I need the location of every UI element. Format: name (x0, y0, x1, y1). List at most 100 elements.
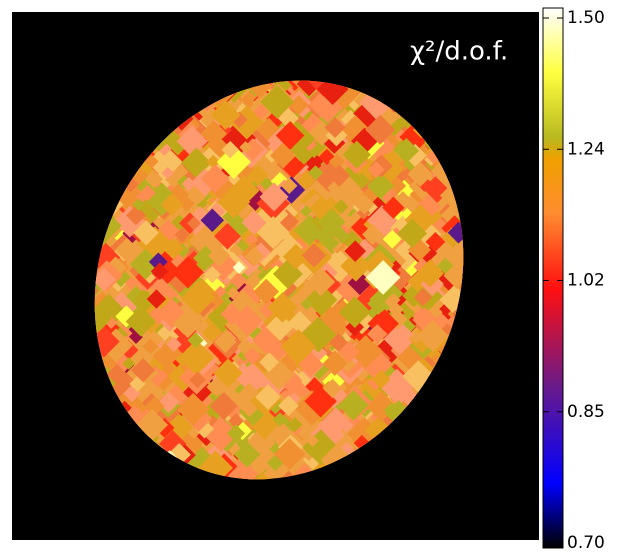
map-cell (350, 212, 380, 242)
map-cell (139, 184, 156, 202)
map-cell (340, 250, 372, 282)
map-cell (403, 143, 427, 168)
map-cell (187, 187, 206, 206)
map-cell (226, 424, 246, 443)
map-cell (342, 140, 371, 169)
map-cell (207, 244, 231, 267)
map-cell (255, 384, 281, 410)
map-cell (328, 164, 351, 187)
map-cell (338, 389, 369, 421)
map-cell (229, 271, 248, 290)
map-cell (187, 332, 204, 349)
map-cell (193, 245, 219, 271)
map-cell (157, 391, 180, 414)
map-cell (233, 441, 261, 468)
map-cell (327, 171, 362, 205)
map-cell (160, 192, 184, 217)
map-cell (416, 175, 433, 192)
map-cell (306, 267, 336, 297)
map-cell (333, 429, 353, 449)
map-cell (220, 303, 243, 326)
map-cell (353, 364, 371, 382)
map-cell (409, 330, 423, 344)
map-cell (194, 419, 215, 439)
map-cell (338, 114, 372, 149)
map-cell (353, 172, 371, 190)
map-cell (382, 174, 407, 198)
colorbar-tick-label: 1.50 (567, 8, 605, 28)
colorbar-tick-label: 0.70 (567, 533, 605, 552)
map-cell (334, 271, 368, 305)
map-cell (274, 209, 299, 234)
map-cell (415, 259, 444, 288)
map-cell (228, 413, 244, 429)
map-cell (188, 224, 224, 259)
colorbar-tick-label: 0.85 (567, 402, 605, 422)
map-cell (316, 73, 349, 106)
map-cell (265, 312, 294, 342)
map-cell (354, 194, 375, 215)
map-cell (144, 154, 159, 169)
map-cell (144, 170, 163, 189)
map-cell (365, 260, 401, 295)
map-cell (367, 161, 385, 179)
map-cell (133, 220, 159, 246)
map-cell (272, 412, 288, 427)
map-cell (167, 442, 191, 467)
map-cell (287, 417, 303, 433)
map-cell (344, 240, 367, 262)
map-cell (241, 210, 267, 235)
colorbar-tick-label: 1.02 (567, 271, 605, 291)
map-cell (147, 401, 176, 431)
map-cell (171, 256, 205, 289)
map-cell (206, 154, 221, 169)
map-cell (321, 350, 348, 376)
map-cell (288, 94, 309, 116)
map-cell (247, 164, 269, 186)
map-cell (137, 226, 173, 261)
map-cell (161, 166, 174, 179)
map-cell (425, 232, 446, 252)
map-cell (416, 319, 449, 352)
map-cell (273, 438, 306, 470)
map-cell (175, 427, 205, 457)
map-cell (130, 358, 156, 383)
map-cell (441, 227, 462, 248)
map-cell (386, 308, 408, 330)
map-cell (132, 198, 145, 211)
map-cell (124, 276, 138, 290)
map-cell (209, 391, 238, 421)
map-cell (166, 336, 182, 353)
map-cell (256, 215, 290, 250)
map-cell (364, 414, 397, 447)
map-cell (216, 144, 251, 180)
map-cell (349, 277, 385, 314)
map-cell (146, 289, 167, 309)
map-cell (280, 377, 313, 411)
map-cell (245, 233, 259, 247)
map-cell (300, 204, 313, 218)
map-cell (407, 238, 431, 262)
map-cell (280, 329, 317, 365)
map-cell (232, 261, 246, 274)
map-cell (214, 222, 241, 250)
map-cell (200, 120, 228, 147)
map-cell (214, 285, 227, 298)
map-cell (162, 238, 184, 260)
map-cell (206, 376, 228, 398)
map-cell (338, 296, 371, 328)
map-cell (294, 214, 326, 246)
map-cell (243, 347, 262, 366)
map-cell (322, 378, 343, 399)
map-cell (348, 334, 383, 369)
colorbar (542, 7, 564, 549)
map-cell (425, 147, 443, 165)
map-cell (281, 177, 298, 194)
map-cell (176, 392, 210, 426)
map-cell (189, 371, 206, 389)
map-cell (180, 280, 216, 316)
map-cell (306, 434, 319, 448)
map-cell (187, 216, 201, 231)
map-cell (233, 246, 264, 277)
